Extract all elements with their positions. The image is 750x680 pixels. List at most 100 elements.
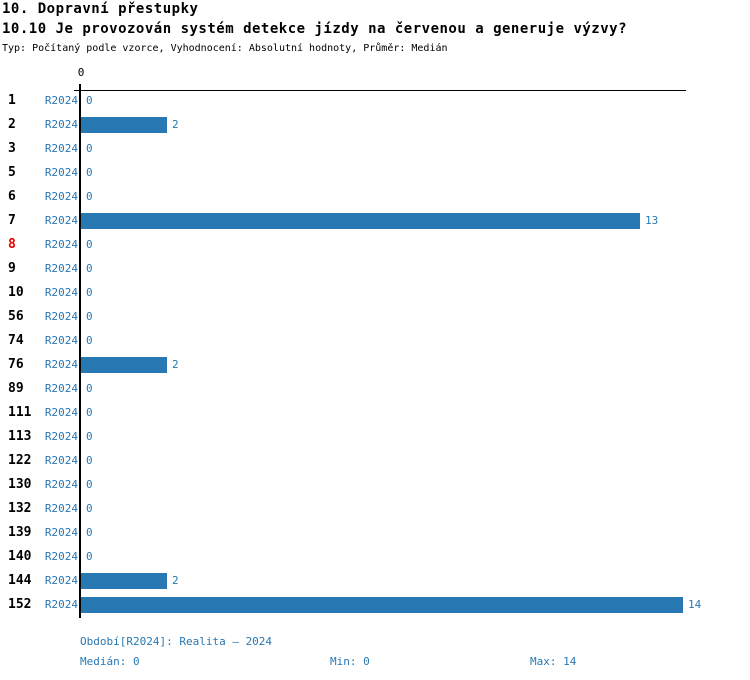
category-label: 113 bbox=[8, 429, 32, 444]
value-label: 0 bbox=[86, 310, 93, 323]
value-label: 0 bbox=[86, 142, 93, 155]
legend-period: Období[R2024]: Realita – 2024 bbox=[80, 635, 273, 648]
category-label: 8 bbox=[8, 237, 16, 252]
value-label: 13 bbox=[645, 214, 659, 227]
bar-row: 5 R2024 0 bbox=[0, 161, 750, 185]
bar-row: 113 R2024 0 bbox=[0, 425, 750, 449]
bar-row: 2 R2024 2 bbox=[0, 113, 750, 137]
bar-row: 1 R2024 0 bbox=[0, 89, 750, 113]
value-label: 0 bbox=[86, 166, 93, 179]
value-label: 0 bbox=[86, 502, 93, 515]
value-label: 2 bbox=[172, 118, 179, 131]
bar-row: 152 R2024 14 bbox=[0, 593, 750, 617]
category-label: 3 bbox=[8, 141, 16, 156]
category-label: 6 bbox=[8, 189, 16, 204]
series-label: R2024 bbox=[44, 550, 78, 563]
category-label: 89 bbox=[8, 381, 24, 396]
bar-row: 10 R2024 0 bbox=[0, 281, 750, 305]
bar bbox=[81, 117, 167, 133]
value-label: 0 bbox=[86, 238, 93, 251]
series-label: R2024 bbox=[44, 166, 78, 179]
series-label: R2024 bbox=[44, 190, 78, 203]
value-label: 2 bbox=[172, 574, 179, 587]
series-label: R2024 bbox=[44, 406, 78, 419]
category-label: 130 bbox=[8, 477, 32, 492]
bar-row: 6 R2024 0 bbox=[0, 185, 750, 209]
category-label: 1 bbox=[8, 93, 16, 108]
legend-min: Min: 0 bbox=[330, 655, 370, 668]
series-label: R2024 bbox=[44, 142, 78, 155]
category-label: 140 bbox=[8, 549, 32, 564]
value-label: 0 bbox=[86, 406, 93, 419]
y-axis-line bbox=[79, 84, 81, 618]
series-label: R2024 bbox=[44, 430, 78, 443]
category-label: 111 bbox=[8, 405, 32, 420]
category-label: 5 bbox=[8, 165, 16, 180]
bar-row: 140 R2024 0 bbox=[0, 545, 750, 569]
value-label: 2 bbox=[172, 358, 179, 371]
bar-row: 74 R2024 0 bbox=[0, 329, 750, 353]
series-label: R2024 bbox=[44, 454, 78, 467]
bar bbox=[81, 573, 167, 589]
value-label: 0 bbox=[86, 286, 93, 299]
category-label: 2 bbox=[8, 117, 16, 132]
bar bbox=[81, 597, 683, 613]
category-label: 9 bbox=[8, 261, 16, 276]
series-label: R2024 bbox=[44, 214, 78, 227]
value-label: 0 bbox=[86, 382, 93, 395]
series-label: R2024 bbox=[44, 118, 78, 131]
category-label: 74 bbox=[8, 333, 24, 348]
legend-median: Medián: 0 bbox=[80, 655, 140, 668]
category-label: 7 bbox=[8, 213, 16, 228]
bar-row: 8 R2024 0 bbox=[0, 233, 750, 257]
bar-row: 56 R2024 0 bbox=[0, 305, 750, 329]
series-label: R2024 bbox=[44, 262, 78, 275]
bar bbox=[81, 213, 640, 229]
category-label: 132 bbox=[8, 501, 32, 516]
category-label: 139 bbox=[8, 525, 32, 540]
bar-row: 139 R2024 0 bbox=[0, 521, 750, 545]
category-label: 10 bbox=[8, 285, 24, 300]
value-label: 0 bbox=[86, 526, 93, 539]
series-label: R2024 bbox=[44, 238, 78, 251]
series-label: R2024 bbox=[44, 502, 78, 515]
series-label: R2024 bbox=[44, 478, 78, 491]
value-label: 0 bbox=[86, 478, 93, 491]
series-label: R2024 bbox=[44, 334, 78, 347]
chart-question-title: 10.10 Je provozován systém detekce jízdy… bbox=[2, 21, 628, 37]
value-label: 0 bbox=[86, 334, 93, 347]
chart-meta-line: Typ: Počítaný podle vzorce, Vyhodnocení:… bbox=[2, 43, 448, 54]
bar-row: 76 R2024 2 bbox=[0, 353, 750, 377]
bar-row: 144 R2024 2 bbox=[0, 569, 750, 593]
x-axis-tick-label: 0 bbox=[77, 66, 85, 79]
series-label: R2024 bbox=[44, 358, 78, 371]
bar-row: 111 R2024 0 bbox=[0, 401, 750, 425]
value-label: 0 bbox=[86, 190, 93, 203]
value-label: 0 bbox=[86, 430, 93, 443]
category-label: 122 bbox=[8, 453, 32, 468]
series-label: R2024 bbox=[44, 286, 78, 299]
category-label: 144 bbox=[8, 573, 32, 588]
value-label: 0 bbox=[86, 262, 93, 275]
series-label: R2024 bbox=[44, 574, 78, 587]
bar bbox=[81, 357, 167, 373]
bar-row: 9 R2024 0 bbox=[0, 257, 750, 281]
bar-row: 132 R2024 0 bbox=[0, 497, 750, 521]
bar-row: 122 R2024 0 bbox=[0, 449, 750, 473]
series-label: R2024 bbox=[44, 310, 78, 323]
bar-row: 7 R2024 13 bbox=[0, 209, 750, 233]
bar-row: 89 R2024 0 bbox=[0, 377, 750, 401]
series-label: R2024 bbox=[44, 382, 78, 395]
series-label: R2024 bbox=[44, 598, 78, 611]
page-title: 10. Dopravní přestupky bbox=[2, 1, 199, 17]
value-label: 0 bbox=[86, 550, 93, 563]
x-axis-line bbox=[74, 90, 686, 91]
value-label: 0 bbox=[86, 94, 93, 107]
value-label: 0 bbox=[86, 454, 93, 467]
category-label: 56 bbox=[8, 309, 24, 324]
bar-row: 130 R2024 0 bbox=[0, 473, 750, 497]
series-label: R2024 bbox=[44, 94, 78, 107]
value-label: 14 bbox=[688, 598, 702, 611]
series-label: R2024 bbox=[44, 526, 78, 539]
